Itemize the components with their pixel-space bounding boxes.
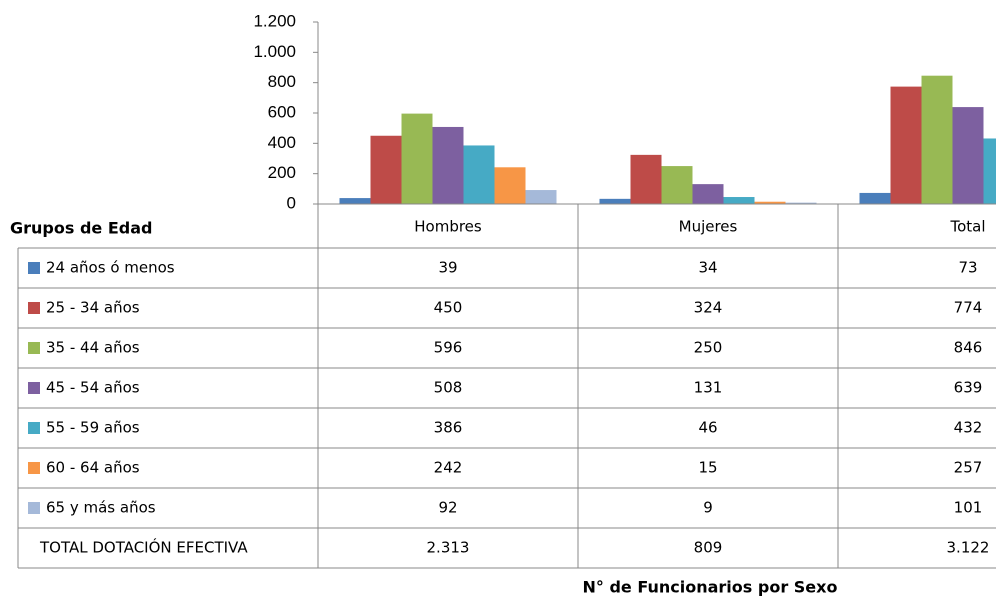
- table-value: 242: [434, 459, 463, 477]
- bar: [494, 167, 526, 204]
- legend-swatch: [28, 302, 40, 314]
- bar: [630, 154, 662, 204]
- y-tick-label: 600: [268, 102, 296, 121]
- total-value: 3.122: [947, 539, 990, 557]
- category-label: Mujeres: [679, 218, 738, 236]
- legend-swatch: [28, 262, 40, 274]
- table-value: 386: [434, 419, 463, 437]
- bar: [921, 75, 953, 204]
- legend-label: 35 - 44 años: [46, 339, 140, 357]
- table-value: 15: [698, 459, 717, 477]
- table-value: 257: [954, 459, 983, 477]
- bar: [723, 197, 755, 204]
- y-tick-label: 400: [268, 133, 296, 152]
- bar: [661, 166, 693, 204]
- y-tick-label: 0: [287, 193, 296, 212]
- bar: [785, 202, 817, 204]
- legend-label: 55 - 59 años: [46, 419, 140, 437]
- table-value: 39: [438, 259, 457, 277]
- y-tick-label: 800: [268, 72, 296, 91]
- legend-swatch: [28, 382, 40, 394]
- y-tick-label: 200: [268, 163, 296, 182]
- table-value: 324: [694, 299, 723, 317]
- category-label: Hombres: [414, 218, 482, 236]
- x-axis-label: N° de Funcionarios por Sexo: [583, 578, 838, 597]
- bar: [599, 198, 631, 204]
- legend-label: 24 años ó menos: [46, 259, 175, 277]
- legend-label: 25 - 34 años: [46, 299, 140, 317]
- table-value: 450: [434, 299, 463, 317]
- table-value: 92: [438, 499, 457, 517]
- table-value: 250: [694, 339, 723, 357]
- bar: [525, 190, 557, 204]
- legend-swatch: [28, 462, 40, 474]
- table-value: 508: [434, 379, 463, 397]
- bar: [401, 113, 433, 204]
- table-value: 774: [954, 299, 983, 317]
- table-value: 101: [954, 499, 983, 517]
- total-label: TOTAL DOTACIÓN EFECTIVA: [39, 538, 248, 557]
- table-value: 846: [954, 339, 983, 357]
- category-label: Total: [949, 218, 985, 236]
- table-value: 9: [703, 499, 713, 517]
- legend-swatch: [28, 502, 40, 514]
- bar: [463, 145, 495, 204]
- bar: [692, 184, 724, 204]
- table-value: 596: [434, 339, 463, 357]
- table-value: 46: [698, 419, 717, 437]
- table-value: 34: [698, 259, 717, 277]
- table-value: 639: [954, 379, 983, 397]
- table-value: 432: [954, 419, 983, 437]
- table-value: 131: [694, 379, 723, 397]
- bar: [432, 126, 464, 204]
- legend-swatch: [28, 422, 40, 434]
- bar: [952, 107, 984, 204]
- total-value: 2.313: [427, 539, 470, 557]
- bar: [859, 192, 891, 204]
- legend-label: 60 - 64 años: [46, 459, 140, 477]
- table-value: 73: [958, 259, 977, 277]
- bar: [983, 138, 996, 204]
- legend-label: 65 y más años: [46, 499, 156, 517]
- legend-swatch: [28, 342, 40, 354]
- bar: [370, 135, 402, 204]
- bar: [754, 201, 786, 204]
- y-tick-label: 1.200: [253, 11, 296, 30]
- table-header: Grupos de Edad: [10, 219, 152, 238]
- legend-label: 45 - 54 años: [46, 379, 140, 397]
- total-value: 809: [694, 539, 723, 557]
- bar: [890, 86, 922, 204]
- bar: [339, 198, 371, 204]
- y-tick-label: 1.000: [253, 42, 296, 61]
